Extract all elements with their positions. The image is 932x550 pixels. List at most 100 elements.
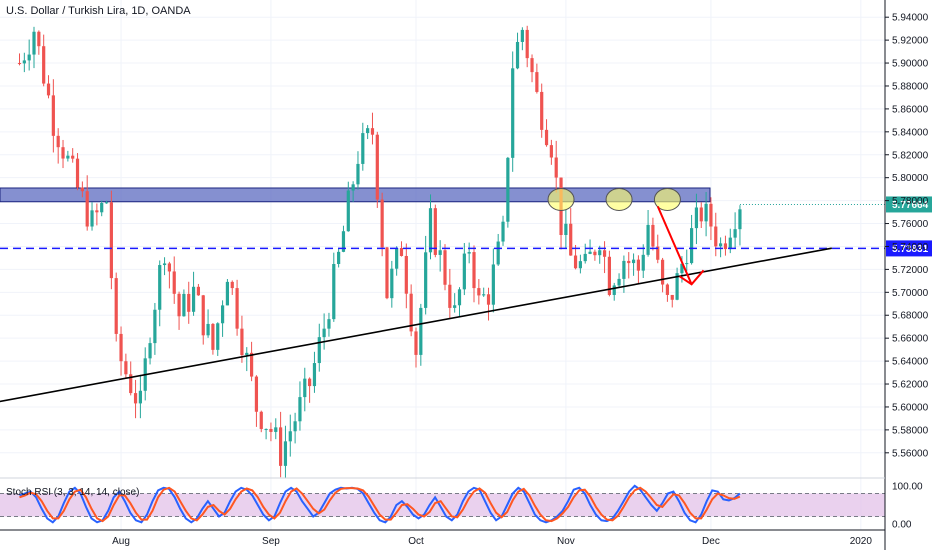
candle-body xyxy=(564,223,568,235)
candle-body xyxy=(206,323,210,336)
candle-body xyxy=(172,271,176,294)
annotation-zones xyxy=(0,187,711,203)
y-tick-label: 5.58000 xyxy=(892,425,929,436)
candle-body xyxy=(196,286,201,296)
candle-body xyxy=(366,128,370,134)
stoch-k-line xyxy=(19,484,741,524)
candle-body xyxy=(308,378,312,387)
y-tick-label: 5.68000 xyxy=(892,311,929,322)
candle-body xyxy=(680,263,684,274)
candle-body xyxy=(646,224,650,255)
candle-body xyxy=(544,129,549,146)
candle-body xyxy=(472,252,476,289)
candle-body xyxy=(124,361,128,375)
candle-body xyxy=(201,295,205,336)
candle-body xyxy=(656,246,660,260)
candle-body xyxy=(191,286,196,312)
highlight-ellipse xyxy=(547,187,575,211)
candle-body xyxy=(138,390,142,404)
candle-body xyxy=(380,199,384,248)
candle-body xyxy=(670,294,674,300)
candle-body xyxy=(598,250,602,256)
candle-body xyxy=(298,397,302,422)
candle-body xyxy=(245,352,249,356)
candle-body xyxy=(158,265,162,310)
candle-body xyxy=(129,374,133,394)
candle-body xyxy=(486,294,491,305)
candle-body xyxy=(457,289,462,306)
candle-body xyxy=(462,253,466,290)
candle-body xyxy=(235,288,239,329)
y-tick-label: 5.66000 xyxy=(892,334,929,345)
candle-body xyxy=(288,431,292,442)
candle-body xyxy=(182,293,186,317)
candle-body xyxy=(419,307,423,355)
candle-body xyxy=(433,208,437,255)
highlight-ellipse xyxy=(605,187,633,211)
candle-body xyxy=(404,255,408,294)
candle-body xyxy=(675,273,679,300)
candle-body xyxy=(375,134,379,200)
resistance-zone xyxy=(0,187,711,203)
highlight-ellipse xyxy=(653,187,681,211)
y-tick-label: 5.92000 xyxy=(892,36,929,47)
candle-body xyxy=(95,210,99,213)
y-tick-label: 5.60000 xyxy=(892,402,929,413)
candle-body xyxy=(249,352,254,377)
candle-body xyxy=(501,221,505,242)
candle-body xyxy=(66,155,70,159)
candle-body xyxy=(71,155,75,159)
x-tick-label-oct: Oct xyxy=(408,536,424,547)
support-level-tag xyxy=(886,240,932,257)
candle-body xyxy=(341,231,346,252)
candle-body xyxy=(617,278,621,286)
support-level-label: 5.73831 xyxy=(892,244,929,255)
candle-body xyxy=(719,243,723,247)
candle-body xyxy=(56,135,60,148)
y-tick-label: 5.74000 xyxy=(892,242,929,253)
candle-body xyxy=(685,263,689,265)
candle-body xyxy=(491,264,495,305)
osc-y-tick-label: 100.00 xyxy=(892,481,923,492)
candle-body xyxy=(240,328,244,356)
chart-title: U.S. Dollar / Turkish Lira, 1D, OANDA xyxy=(6,5,191,17)
candle-body xyxy=(569,223,573,256)
candle-body xyxy=(133,393,138,404)
candle-body xyxy=(85,191,89,227)
candle-body xyxy=(428,208,433,253)
y-tick-label: 5.90000 xyxy=(892,59,929,70)
candle-body xyxy=(75,158,80,188)
candle-body xyxy=(641,254,645,271)
candle-body xyxy=(356,163,360,185)
candle-body xyxy=(709,203,713,227)
candle-body xyxy=(80,187,84,192)
stoch-rsi-pane xyxy=(0,484,885,524)
candle-body xyxy=(496,241,500,265)
x-tick-label-2020: 2020 xyxy=(850,536,873,547)
candle-body xyxy=(153,309,157,344)
candle-body xyxy=(660,259,665,285)
candle-body xyxy=(317,337,321,364)
candle-body xyxy=(322,328,326,338)
candle-body xyxy=(583,253,587,262)
candle-body xyxy=(467,252,471,254)
candle-body xyxy=(704,203,708,222)
candle-body xyxy=(694,207,699,229)
candle-body xyxy=(477,288,481,296)
x-tick-label-nov: Nov xyxy=(557,536,575,547)
candle-body xyxy=(390,268,394,299)
candles-series xyxy=(17,25,742,478)
candle-body xyxy=(535,72,539,92)
candle-body xyxy=(104,202,109,204)
candle-body xyxy=(187,293,191,312)
candle-body xyxy=(148,343,152,359)
candle-body xyxy=(109,202,113,279)
grid-lines xyxy=(0,0,885,530)
y-tick-label: 5.62000 xyxy=(892,380,929,391)
candle-body xyxy=(506,157,510,222)
candle-body xyxy=(259,411,263,429)
candle-body xyxy=(424,252,428,308)
candle-body xyxy=(42,46,46,84)
candle-body xyxy=(51,95,55,136)
